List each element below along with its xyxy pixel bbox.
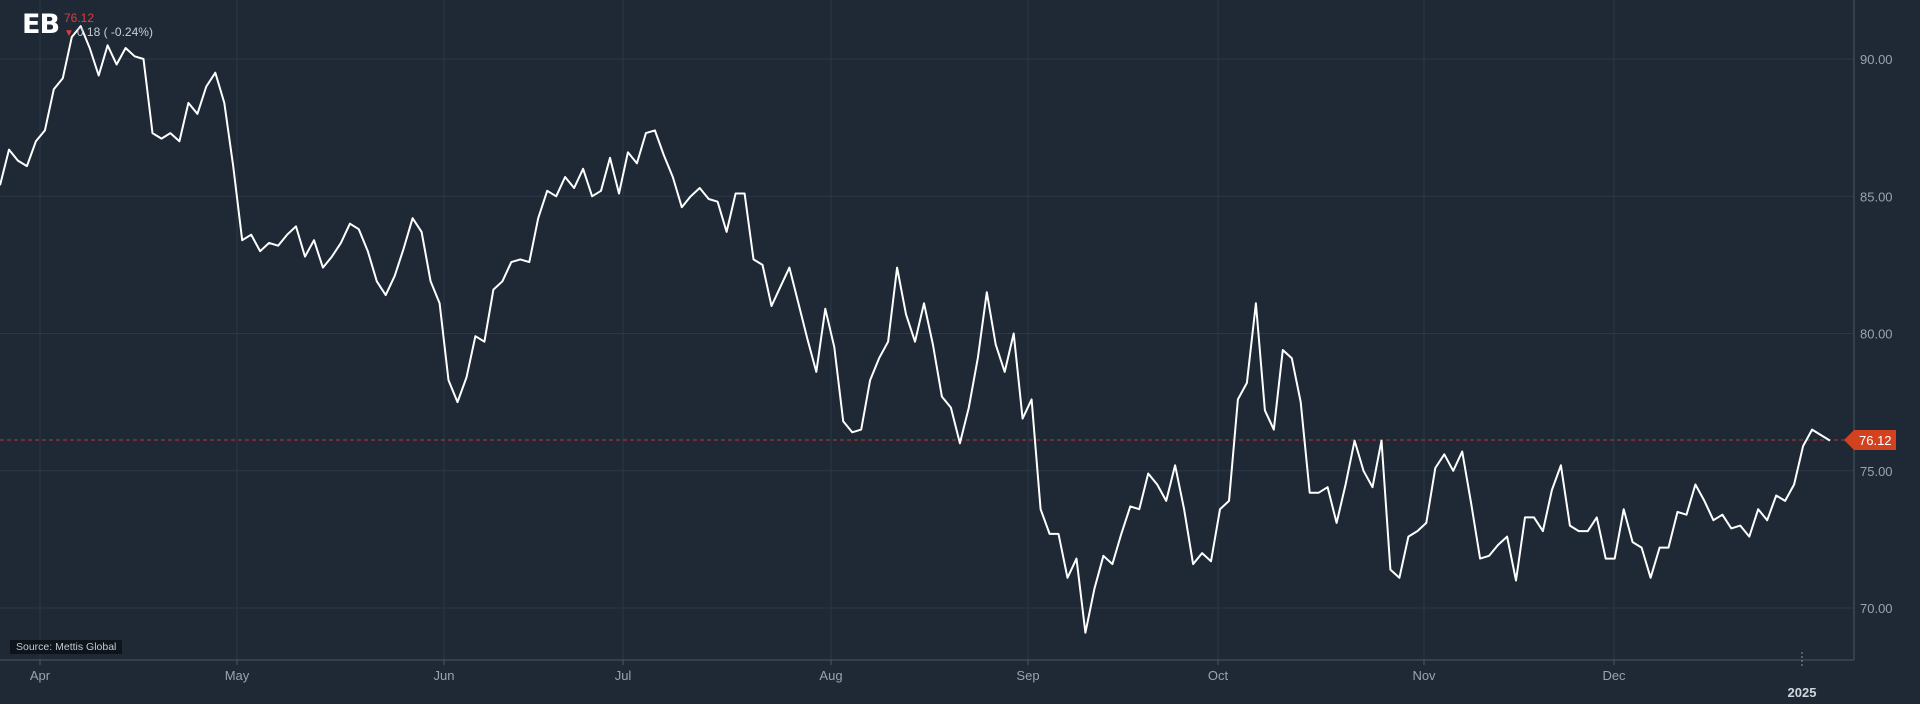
x-tick-label: Dec — [1602, 668, 1626, 683]
x-tick-label: May — [225, 668, 250, 683]
y-axis: 70.00 75.00 80.00 85.00 90.00 — [1860, 52, 1893, 616]
y-tick-label: 70.00 — [1860, 601, 1893, 616]
year-label: 2025 — [1788, 685, 1817, 700]
source-note: Source: Mettis Global — [10, 640, 123, 654]
y-tick-label: 75.00 — [1860, 464, 1893, 479]
x-tick-label: Oct — [1208, 668, 1229, 683]
price-change-value: 0.18 ( -0.24%) — [76, 25, 153, 39]
last-price-tag-bg — [1844, 430, 1896, 451]
x-tick-label: Sep — [1016, 668, 1039, 683]
grid — [0, 0, 1854, 660]
quote-box: 76.12 ▼ 0.18 ( -0.24%) — [64, 11, 153, 41]
x-tick-label: Aug — [819, 668, 842, 683]
logo: EB — [22, 9, 60, 40]
y-tick-label: 90.00 — [1860, 52, 1893, 67]
down-triangle-icon: ▼ — [64, 28, 74, 39]
y-tick-label: 80.00 — [1860, 327, 1893, 342]
last-price-tag: 76.12 — [1844, 430, 1896, 451]
x-tick-label: Apr — [30, 668, 51, 683]
x-axis: Apr May Jun Jul Aug Sep Oct Nov Dec 2025 — [30, 652, 1817, 700]
last-price-tag-label: 76.12 — [1859, 433, 1892, 448]
price-change: ▼ 0.18 ( -0.24%) — [64, 25, 153, 41]
last-price: 76.12 — [64, 11, 95, 25]
x-tick-label: Jun — [434, 668, 455, 683]
y-tick-label: 85.00 — [1860, 189, 1893, 204]
x-tick-label: Jul — [615, 668, 632, 683]
price-series-line[interactable] — [0, 25, 1831, 634]
x-tick-label: Nov — [1412, 668, 1436, 683]
